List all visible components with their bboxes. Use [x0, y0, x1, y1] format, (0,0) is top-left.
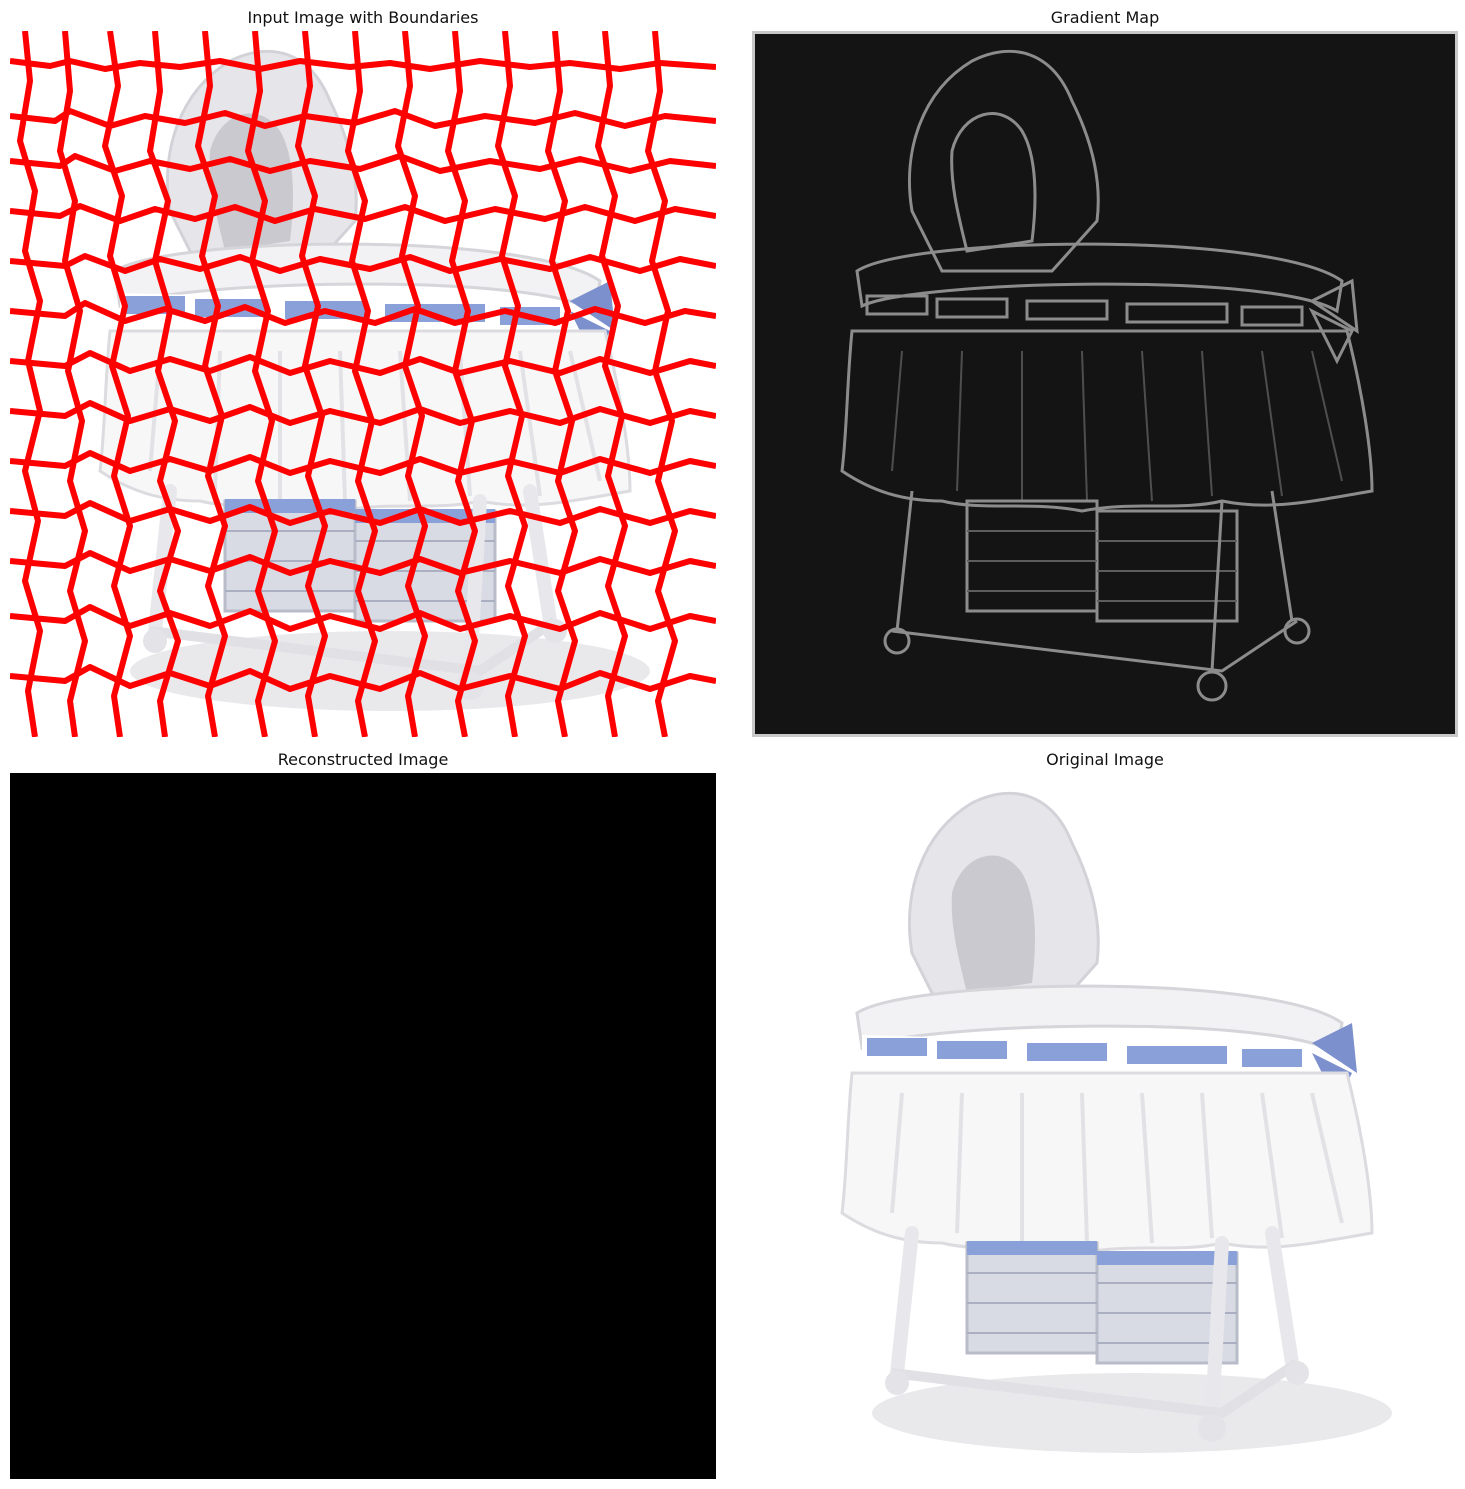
panel-title-original: Original Image	[1046, 750, 1164, 769]
panel-title-gradient: Gradient Map	[1050, 8, 1160, 27]
panel-title-reconstructed: Reconstructed Image	[277, 750, 449, 769]
original-image	[752, 773, 1458, 1479]
reconstructed-image	[10, 773, 716, 1479]
gradient-map	[752, 31, 1458, 737]
bassinet-illustration-icon	[10, 31, 716, 737]
input-image-with-boundaries	[10, 31, 716, 737]
bassinet-gradient-icon	[752, 31, 1458, 737]
panel-title-input: Input Image with Boundaries	[247, 8, 479, 27]
bassinet-original-icon	[752, 773, 1458, 1479]
